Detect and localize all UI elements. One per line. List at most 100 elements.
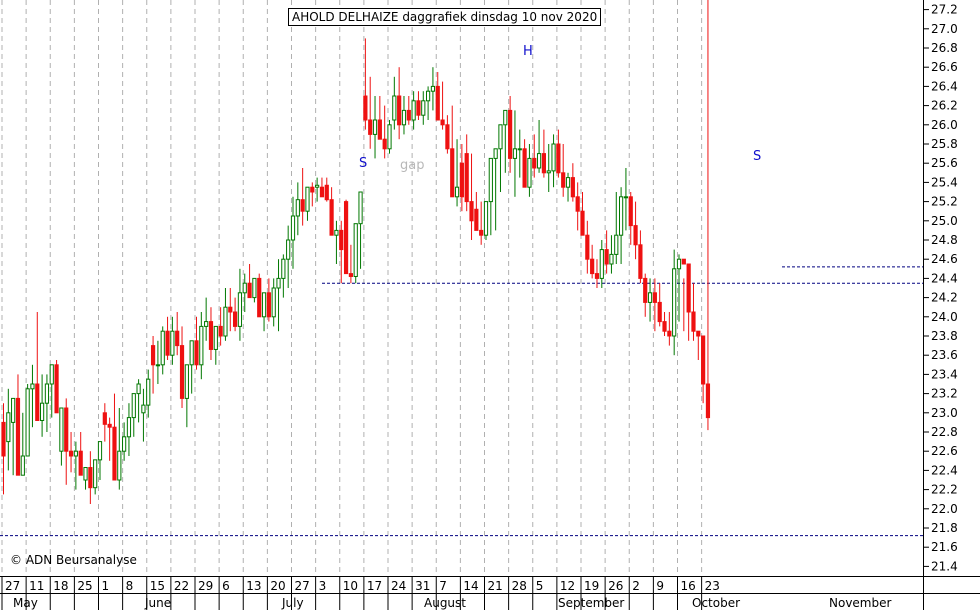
x-tick-label: 15 bbox=[150, 579, 165, 593]
candle-down bbox=[479, 201, 484, 245]
candle-up bbox=[498, 124, 503, 192]
candle-down bbox=[257, 273, 262, 318]
candle-up bbox=[551, 134, 556, 188]
candle-up bbox=[83, 467, 88, 490]
candle-body bbox=[64, 407, 69, 452]
candle-body bbox=[40, 402, 45, 421]
candle-body bbox=[324, 184, 329, 201]
candle-body bbox=[107, 423, 112, 428]
candle-down bbox=[450, 105, 455, 198]
candle-down bbox=[406, 96, 411, 125]
candle-body bbox=[35, 383, 40, 421]
candle-body bbox=[372, 119, 378, 135]
candle-body bbox=[315, 184, 320, 188]
candle-body bbox=[532, 157, 537, 169]
candle-down bbox=[696, 330, 701, 360]
candle-body bbox=[6, 412, 11, 443]
candle-body bbox=[590, 258, 595, 275]
candle-body bbox=[623, 196, 629, 199]
candle-body bbox=[561, 172, 566, 188]
candle-up bbox=[517, 129, 522, 178]
candle-body bbox=[580, 210, 585, 236]
x-tick-label: 27 bbox=[5, 579, 20, 593]
candle-up bbox=[401, 96, 407, 135]
candle-up bbox=[11, 397, 16, 476]
candle-body bbox=[261, 292, 267, 318]
candle-body bbox=[247, 282, 252, 299]
candle-body bbox=[126, 417, 132, 438]
candle-body bbox=[252, 277, 257, 299]
candle-body bbox=[464, 153, 469, 203]
candle-body bbox=[102, 412, 107, 425]
x-tick-label: 3 bbox=[319, 579, 327, 593]
candle-body bbox=[401, 109, 407, 126]
x-tick-label: 16 bbox=[681, 579, 696, 593]
candle-body bbox=[619, 196, 624, 236]
y-tick-label: 26.8 bbox=[931, 41, 958, 55]
candles bbox=[1, 0, 711, 504]
y-tick-label: 23.0 bbox=[931, 406, 958, 420]
y-tick-label: 26.2 bbox=[931, 99, 958, 113]
candle-up bbox=[170, 316, 175, 365]
candle-down bbox=[179, 326, 185, 408]
candle-down bbox=[474, 192, 479, 231]
candle-down bbox=[175, 312, 180, 356]
candle-body bbox=[97, 441, 103, 461]
candle-down bbox=[633, 201, 638, 260]
candle-body bbox=[20, 455, 25, 476]
candle-up bbox=[315, 177, 320, 202]
candle-up bbox=[358, 191, 363, 269]
candle-up bbox=[372, 96, 378, 159]
candle-body bbox=[15, 397, 21, 476]
candle-up bbox=[676, 254, 682, 322]
candle-up bbox=[536, 120, 542, 173]
candle-up bbox=[59, 407, 64, 466]
candle-body bbox=[68, 450, 74, 457]
candle-up bbox=[430, 67, 436, 111]
candle-body bbox=[348, 273, 353, 277]
candle-down bbox=[300, 168, 305, 226]
y-tick-label: 23.8 bbox=[931, 329, 958, 343]
candle-body bbox=[257, 277, 262, 318]
candle-up bbox=[44, 374, 50, 432]
x-tick-label: 9 bbox=[656, 579, 664, 593]
candle-body bbox=[155, 364, 161, 367]
annotation-gap: gap bbox=[400, 158, 425, 173]
candle-body bbox=[445, 124, 450, 150]
candle-body bbox=[194, 340, 199, 366]
candle-up bbox=[160, 326, 165, 375]
candle-body bbox=[392, 95, 397, 121]
candle-down bbox=[643, 273, 648, 317]
candle-down bbox=[112, 393, 117, 481]
candle-down bbox=[638, 230, 643, 284]
candle-body bbox=[353, 223, 358, 277]
candle-down bbox=[469, 153, 474, 240]
candle-body bbox=[430, 85, 436, 92]
candle-down bbox=[652, 278, 657, 332]
candle-up bbox=[223, 288, 228, 341]
candle-body bbox=[479, 229, 484, 236]
candle-up bbox=[40, 374, 45, 437]
candle-body bbox=[416, 100, 421, 116]
candle-body bbox=[570, 177, 575, 198]
candle-body bbox=[387, 124, 392, 150]
candle-body bbox=[160, 330, 165, 366]
candle-body bbox=[614, 234, 619, 255]
candle-body bbox=[122, 436, 127, 452]
x-tick-label: 27 bbox=[295, 579, 310, 593]
candle-down bbox=[681, 258, 686, 332]
month-label: September bbox=[558, 596, 624, 610]
candle-body bbox=[450, 148, 455, 198]
candle-body bbox=[343, 201, 349, 275]
candle-body bbox=[271, 287, 276, 318]
candle-up bbox=[488, 157, 493, 236]
annotation-shoulder-left: S bbox=[359, 156, 368, 171]
candle-down bbox=[165, 316, 170, 360]
y-tick-label: 26.6 bbox=[931, 60, 958, 74]
candle-body bbox=[233, 311, 238, 327]
candle-body bbox=[170, 330, 175, 356]
candle-down bbox=[667, 312, 672, 346]
candle-down bbox=[604, 230, 609, 274]
x-tick-label: 19 bbox=[584, 579, 599, 593]
candle-up bbox=[141, 388, 146, 442]
